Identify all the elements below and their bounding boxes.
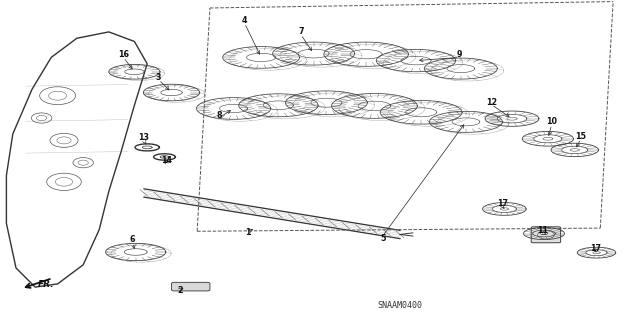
Text: FR.: FR. [38, 280, 54, 289]
Text: 15: 15 [575, 132, 587, 141]
Text: 17: 17 [497, 199, 508, 208]
FancyBboxPatch shape [172, 282, 210, 291]
Text: 8: 8 [216, 111, 221, 120]
Text: 3: 3 [156, 73, 161, 82]
Text: 9: 9 [457, 50, 462, 59]
Text: 6: 6 [130, 235, 135, 244]
Text: 16: 16 [118, 50, 129, 59]
Text: 17: 17 [589, 244, 601, 253]
Text: 10: 10 [546, 117, 557, 126]
Text: 5: 5 [380, 234, 385, 243]
Text: 11: 11 [537, 226, 548, 235]
Text: 13: 13 [138, 133, 150, 142]
Text: 7: 7 [298, 27, 303, 36]
Text: SNAAM0400: SNAAM0400 [378, 301, 422, 310]
FancyBboxPatch shape [531, 227, 561, 243]
Text: 12: 12 [486, 98, 497, 107]
Text: 1: 1 [246, 228, 251, 237]
Text: 2: 2 [178, 286, 183, 295]
Text: 4: 4 [242, 16, 247, 25]
Text: 14: 14 [161, 156, 172, 165]
